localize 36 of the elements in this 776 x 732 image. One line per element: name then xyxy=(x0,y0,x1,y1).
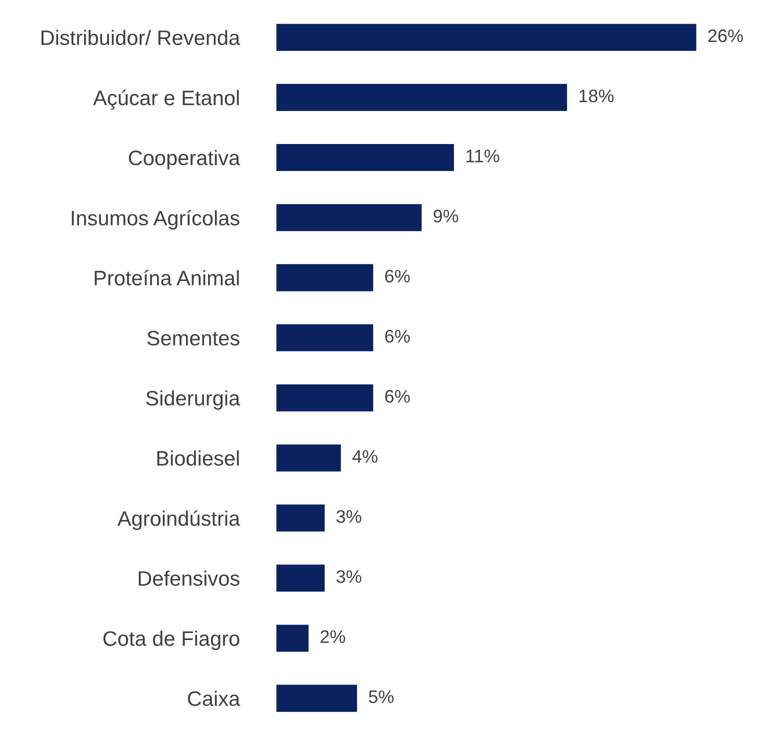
data-label: 18% xyxy=(580,90,614,102)
y-tick-label: Cota de Fiagro xyxy=(103,630,240,650)
bar xyxy=(276,84,568,111)
data-label: 2% xyxy=(320,630,346,643)
y-tick-label: Defensivos xyxy=(138,570,240,586)
y-tick-label: Proteína Animal xyxy=(94,270,239,286)
data-label: 4% xyxy=(352,450,378,463)
data-label: 3% xyxy=(336,510,362,523)
data-label: 5% xyxy=(368,690,394,704)
data-label: 9% xyxy=(434,210,458,222)
data-label: 6% xyxy=(385,390,410,403)
bar xyxy=(276,264,374,292)
bar xyxy=(276,564,325,592)
data-label: 11% xyxy=(466,150,500,162)
data-label: 26% xyxy=(708,29,743,42)
bar xyxy=(276,324,374,352)
y-tick-label: Cooperativa xyxy=(128,150,240,170)
bar xyxy=(276,504,325,532)
bar xyxy=(276,624,309,652)
y-tick-label: Insumos Agrícolas xyxy=(72,210,240,230)
bar xyxy=(276,384,374,412)
data-label: 6% xyxy=(385,270,410,283)
y-tick-label: Siderurgia xyxy=(146,390,240,410)
y-tick-label: Caixa xyxy=(188,690,240,706)
y-tick-label: Açúcar e Etanol xyxy=(93,90,239,110)
bar xyxy=(276,24,696,51)
bar xyxy=(276,684,358,712)
y-tick-label: Agroindústria xyxy=(117,510,240,530)
bar xyxy=(276,204,422,232)
y-tick-label: Sementes xyxy=(147,330,240,346)
y-tick-label: Distribuidor/ Revenda xyxy=(42,30,240,46)
data-label: 3% xyxy=(336,570,362,583)
bar xyxy=(276,144,454,172)
bar xyxy=(276,444,341,472)
y-tick-label: Biodiesel xyxy=(157,450,239,466)
data-label: 6% xyxy=(385,330,410,343)
